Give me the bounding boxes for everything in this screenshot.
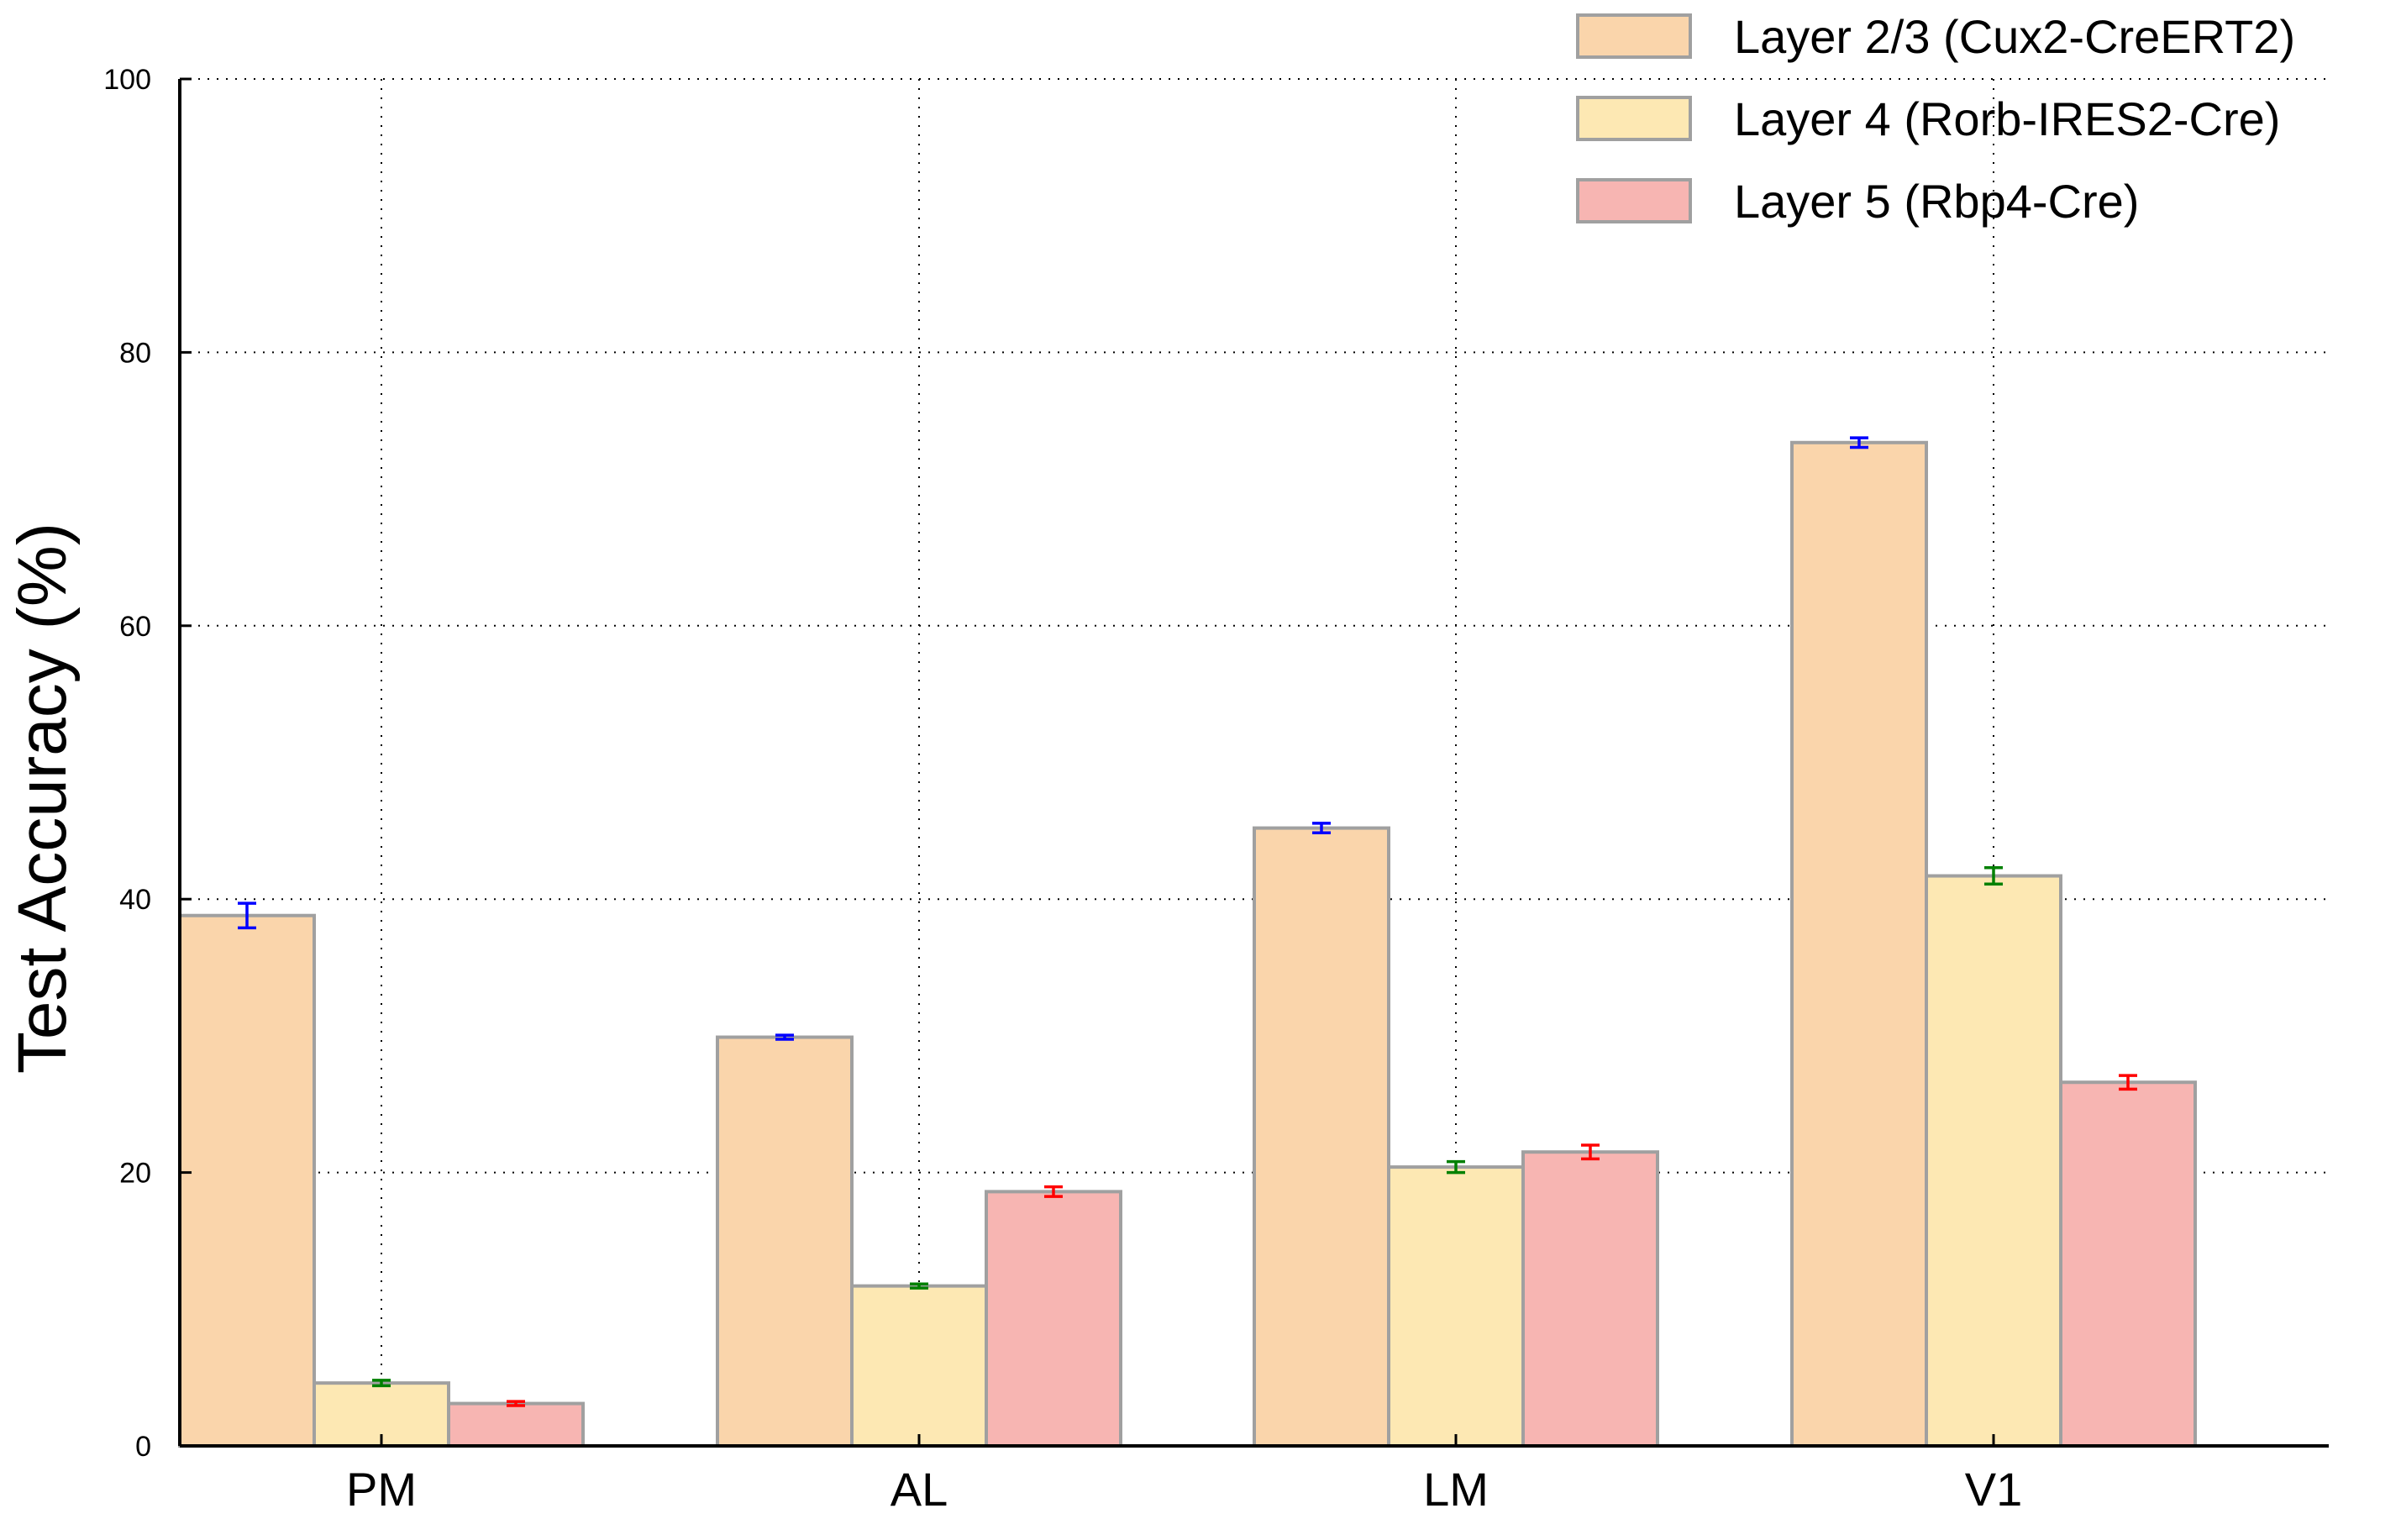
- x-tick-label-LM: LM: [1423, 1463, 1489, 1516]
- bar-PM-series-3: [447, 1401, 585, 1448]
- y-axis-label: Test Accuracy (%): [4, 523, 81, 1074]
- error-bar-LM-series-1: [1312, 822, 1331, 835]
- bar-LM-series-3: [1521, 1150, 1659, 1448]
- bar-PM-series-1: [178, 913, 316, 1448]
- bar-AL-series-2: [850, 1284, 988, 1448]
- error-bar-PM-series-1: [238, 901, 256, 930]
- bar-V1-series-2: [1925, 874, 2062, 1448]
- error-bar-PM-series-2: [372, 1379, 391, 1388]
- legend-item-1: Layer 2/3 (Cux2-CreERT2): [1576, 10, 2295, 63]
- bar-AL-series-1: [716, 1035, 854, 1448]
- x-tick-label-V1: V1: [1965, 1463, 2023, 1516]
- error-bar-V1-series-2: [1984, 866, 2003, 886]
- bar-AL-series-3: [985, 1190, 1122, 1448]
- legend-swatch: [1576, 96, 1692, 141]
- x-tick-label-AL: AL: [891, 1463, 948, 1516]
- error-bars: [238, 436, 2137, 1407]
- bar-LM-series-2: [1387, 1165, 1525, 1448]
- legend: Layer 2/3 (Cux2-CreERT2) Layer 4 (Rorb-IR…: [1576, 10, 2295, 228]
- axes: [178, 79, 2329, 1448]
- error-bar-LM-series-2: [1447, 1159, 1465, 1175]
- x-tick-label-PM: PM: [346, 1463, 417, 1516]
- legend-label: Layer 2/3 (Cux2-CreERT2): [1734, 10, 2295, 63]
- legend-item-3: Layer 5 (Rbp4-Cre): [1576, 175, 2139, 228]
- error-bar-AL-series-2: [910, 1282, 928, 1290]
- bar-V1-series-3: [2059, 1080, 2197, 1448]
- error-bar-V1-series-3: [2119, 1074, 2137, 1091]
- bars: [178, 440, 2197, 1448]
- bar-V1-series-1: [1790, 440, 1928, 1448]
- legend-swatch: [1576, 13, 1692, 59]
- x-axis-ticks: PM AL LM V1: [346, 1434, 2022, 1516]
- legend-label: Layer 4 (Rorb-IRES2-Cre): [1734, 92, 2280, 145]
- y-tick-label-80: 80: [119, 337, 151, 369]
- legend-swatch: [1576, 178, 1692, 223]
- y-axis-ticks: 0 20 40 60 80 100: [103, 64, 192, 1463]
- y-tick-label-0: 0: [135, 1431, 151, 1463]
- error-bar-AL-series-3: [1044, 1185, 1063, 1198]
- y-tick-label-60: 60: [119, 611, 151, 643]
- bar-LM-series-1: [1253, 826, 1390, 1448]
- legend-label: Layer 5 (Rbp4-Cre): [1734, 175, 2139, 228]
- error-bar-AL-series-1: [775, 1033, 794, 1041]
- error-bar-LM-series-3: [1581, 1143, 1600, 1161]
- y-tick-label-40: 40: [119, 884, 151, 916]
- y-tick-label-20: 20: [119, 1158, 151, 1190]
- y-tick-label-100: 100: [103, 64, 151, 96]
- legend-item-2: Layer 4 (Rorb-IRES2-Cre): [1576, 92, 2280, 145]
- error-bar-V1-series-1: [1850, 436, 1868, 449]
- error-bar-PM-series-3: [507, 1400, 525, 1407]
